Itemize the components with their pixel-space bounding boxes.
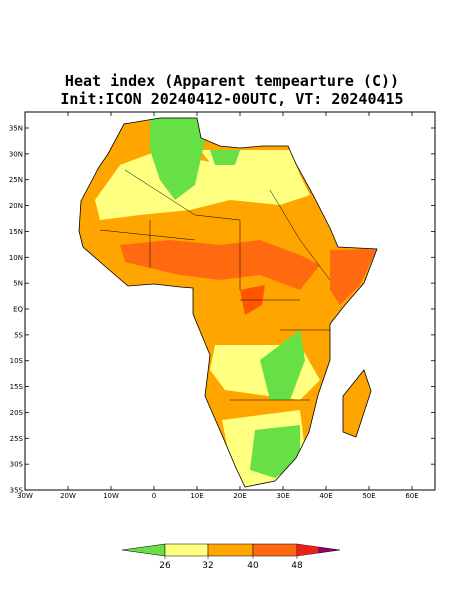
lat-label: 5S: [14, 331, 23, 339]
map-frame: [24, 111, 436, 491]
lon-label: 30E: [276, 492, 289, 500]
lon-label: 10W: [103, 492, 119, 500]
lat-label: 20S: [10, 409, 24, 417]
lon-label: 40E: [319, 492, 332, 500]
colorbar-label: 26: [159, 561, 171, 571]
lat-label: 35S: [10, 487, 24, 495]
lat-label: 20N: [9, 202, 23, 210]
colorbar-label: 40: [247, 561, 259, 571]
lat-label: EQ: [13, 306, 23, 314]
lat-label: 30N: [9, 150, 23, 158]
lat-label: 25S: [10, 435, 24, 443]
lat-label: 35N: [9, 125, 23, 133]
lat-label: 15S: [10, 383, 24, 391]
lon-label: 20E: [233, 492, 246, 500]
heat-field: [79, 118, 377, 487]
colorbar: [121, 543, 341, 557]
lat-label: 5N: [13, 280, 23, 288]
colorbar-label: 32: [202, 561, 213, 571]
lat-label: 10S: [10, 357, 24, 365]
lon-label: 30W: [17, 492, 33, 500]
lat-label: 30S: [10, 461, 24, 469]
lon-label: 50E: [362, 492, 375, 500]
lon-label: 10E: [190, 492, 203, 500]
lat-label: 10N: [9, 254, 23, 262]
lat-label: 25N: [9, 176, 23, 184]
lat-label: 15N: [9, 228, 23, 236]
lon-label: 20W: [60, 492, 76, 500]
colorbar-label: 48: [291, 561, 303, 571]
lon-label: 0: [152, 492, 156, 500]
title-line-1: Heat index (Apparent tempearture (C)): [65, 72, 399, 90]
lon-label: 60E: [405, 492, 418, 500]
title-line-2: Init:ICON 20240412-00UTC, VT: 20240415: [60, 90, 403, 108]
labels: 35N 30N 25N 20N 15N 10N 5N EQ 5S 10S 15S 20S 25S 30S 3…: [9, 112, 435, 571]
map: [78, 117, 378, 488]
